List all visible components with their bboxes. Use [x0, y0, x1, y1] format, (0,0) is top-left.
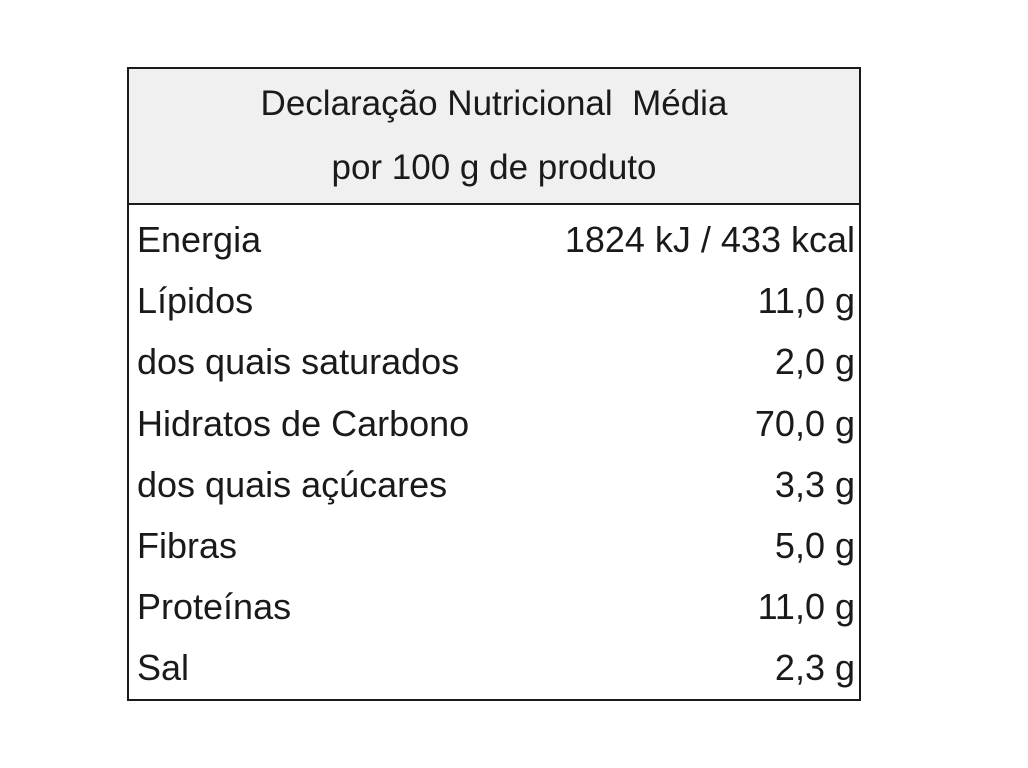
nutrient-value: 3,3 g	[774, 463, 855, 505]
nutrient-value: 2,3 g	[774, 647, 855, 689]
header-title-line1: Declaração Nutricional Média	[260, 83, 728, 123]
nutrition-rows: Energia 1824 kJ / 433 kcal Lípidos 11,0 …	[129, 205, 859, 700]
nutrient-value: 5,0 g	[774, 525, 855, 567]
nutrient-value: 11,0 g	[757, 280, 855, 322]
table-row: Sal 2,3 g	[129, 638, 859, 699]
nutrient-value: 1824 kJ / 433 kcal	[564, 219, 855, 261]
nutrient-label: Fibras	[137, 525, 238, 567]
table-row: Lípidos 11,0 g	[129, 271, 859, 332]
table-row: dos quais saturados 2,0 g	[129, 332, 859, 393]
nutrient-label: Sal	[137, 647, 190, 689]
nutrient-label: Proteínas	[137, 586, 292, 628]
nutrient-label: Hidratos de Carbono	[137, 402, 470, 444]
table-row: Energia 1824 kJ / 433 kcal	[129, 210, 859, 271]
nutrition-table: Declaração Nutricional Média por 100 g d…	[127, 67, 861, 701]
nutrient-label: dos quais açúcares	[137, 463, 448, 505]
nutrient-value: 11,0 g	[757, 586, 855, 628]
nutrient-value: 2,0 g	[774, 341, 855, 383]
nutrition-table-header: Declaração Nutricional Média por 100 g d…	[129, 69, 859, 205]
table-row: Fibras 5,0 g	[129, 515, 859, 576]
table-row: Hidratos de Carbono 70,0 g	[129, 393, 859, 454]
nutrient-label: dos quais saturados	[137, 341, 460, 383]
nutrient-value: 70,0 g	[754, 402, 855, 444]
header-title-line2: por 100 g de produto	[331, 147, 657, 187]
nutrient-label: Energia	[137, 219, 262, 261]
table-row: Proteínas 11,0 g	[129, 577, 859, 638]
table-row: dos quais açúcares 3,3 g	[129, 454, 859, 515]
nutrient-label: Lípidos	[137, 280, 254, 322]
